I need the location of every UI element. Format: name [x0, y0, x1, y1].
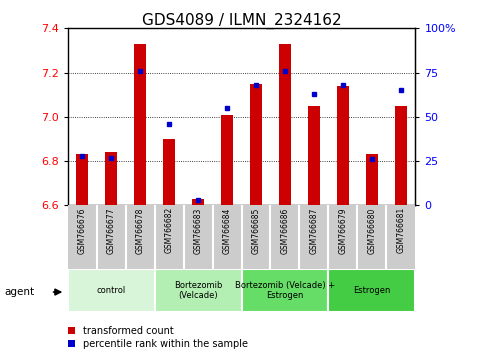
Bar — [250, 84, 262, 205]
Text: GSM766681: GSM766681 — [397, 207, 405, 253]
Text: GDS4089 / ILMN_2324162: GDS4089 / ILMN_2324162 — [142, 12, 341, 29]
Bar — [279, 44, 291, 205]
Text: Estrogen: Estrogen — [353, 286, 391, 295]
Text: GSM766686: GSM766686 — [281, 207, 289, 253]
Text: control: control — [97, 286, 126, 295]
Bar — [337, 86, 349, 205]
Bar — [105, 152, 117, 205]
Text: agent: agent — [5, 287, 35, 297]
Bar — [76, 154, 88, 205]
Bar — [242, 269, 328, 312]
Text: GSM766677: GSM766677 — [107, 207, 115, 254]
Text: GSM766682: GSM766682 — [165, 207, 173, 253]
Text: Bortezomib
(Velcade): Bortezomib (Velcade) — [174, 281, 222, 300]
Text: GSM766687: GSM766687 — [310, 207, 318, 253]
Text: Bortezomib (Velcade) +
Estrogen: Bortezomib (Velcade) + Estrogen — [235, 281, 335, 300]
Bar — [68, 269, 155, 312]
Bar — [155, 269, 242, 312]
Text: GSM766680: GSM766680 — [368, 207, 376, 253]
Bar — [134, 44, 146, 205]
Text: GSM766683: GSM766683 — [194, 207, 202, 253]
Text: GSM766678: GSM766678 — [136, 207, 144, 253]
Text: GSM766684: GSM766684 — [223, 207, 231, 253]
Bar — [328, 269, 415, 312]
Bar — [221, 115, 233, 205]
Bar — [192, 199, 204, 205]
Bar — [163, 139, 175, 205]
Bar — [395, 106, 407, 205]
Text: GSM766679: GSM766679 — [339, 207, 347, 254]
Bar — [366, 154, 378, 205]
Bar — [308, 106, 320, 205]
Text: GSM766676: GSM766676 — [78, 207, 86, 254]
Legend: transformed count, percentile rank within the sample: transformed count, percentile rank withi… — [68, 326, 248, 349]
Text: GSM766685: GSM766685 — [252, 207, 260, 253]
